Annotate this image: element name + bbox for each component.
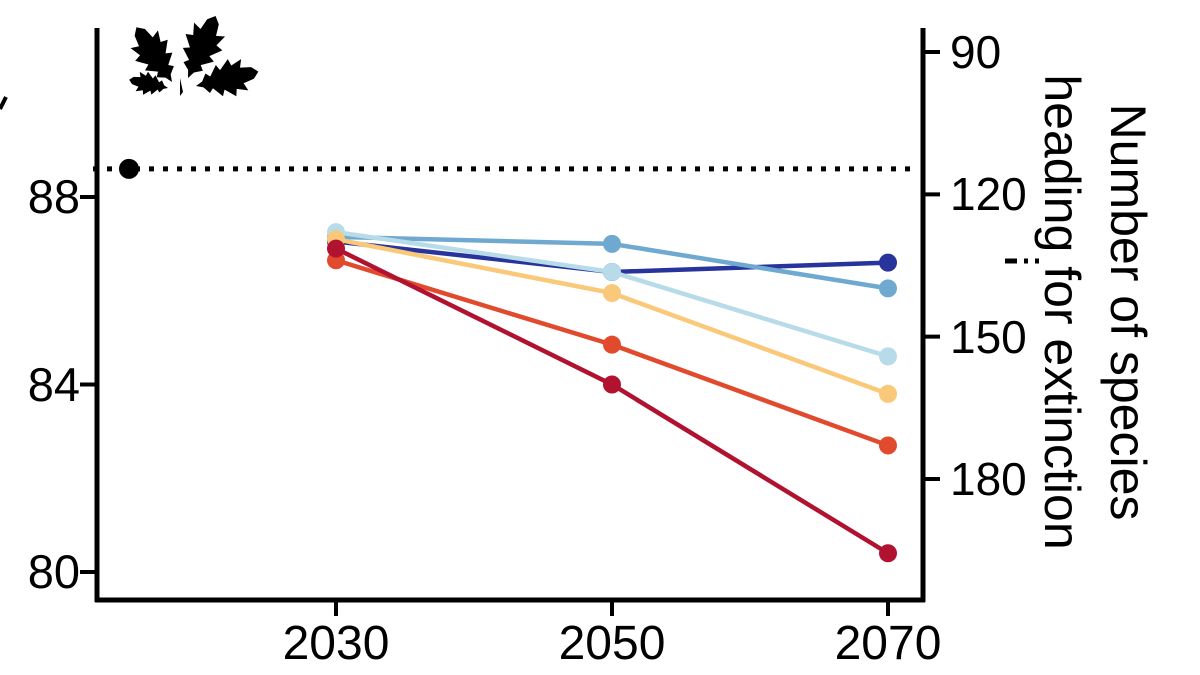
oak-leaf <box>130 27 174 82</box>
x-axis-tick-label: 2030 <box>282 617 390 670</box>
right-axis-title: Number of species heading for extinction <box>1029 0 1161 632</box>
oak-leaf <box>182 16 226 78</box>
series-point-light-blue <box>879 347 897 366</box>
right-axis-tick-label: 120 <box>950 168 1027 221</box>
left-axis-tick-label: 84 <box>27 357 80 411</box>
leaf-stem <box>180 78 183 96</box>
right-axis-tick-label: 90 <box>950 26 1002 78</box>
series-point-dark-red <box>603 375 621 394</box>
series-point-dark-navy <box>879 253 897 272</box>
x-axis-tick-label: 2070 <box>834 617 942 670</box>
right-axis-tick-label: 180 <box>950 452 1027 505</box>
reference-point <box>119 158 139 179</box>
series-point-light-blue <box>603 263 621 281</box>
series-point-pale-yellow <box>603 284 621 303</box>
oak-leaf <box>196 59 259 97</box>
left-axis-tick-label: 80 <box>27 545 80 598</box>
oak-leaves-icon <box>129 16 259 97</box>
series-point-dark-red <box>327 239 345 258</box>
series-point-orange-red <box>879 436 897 455</box>
series-point-medium-blue <box>879 279 897 298</box>
series-point-dark-red <box>879 544 897 563</box>
series-point-pale-yellow <box>879 384 897 403</box>
series-point-orange-red <box>603 335 621 354</box>
cropped-left-label-artifact <box>0 96 8 110</box>
oak-leaf <box>129 71 168 95</box>
right-axis-tick-label: 150 <box>950 310 1027 363</box>
series-line-pale-yellow <box>333 236 891 397</box>
left-axis-tick-label: 88 <box>27 170 80 223</box>
x-axis-tick-label: 2050 <box>558 617 666 670</box>
right-axis-title-line1: Number of species <box>1100 103 1156 521</box>
series-point-medium-blue <box>603 234 621 253</box>
right-axis-title-line2: heading for extinction <box>1034 74 1090 550</box>
